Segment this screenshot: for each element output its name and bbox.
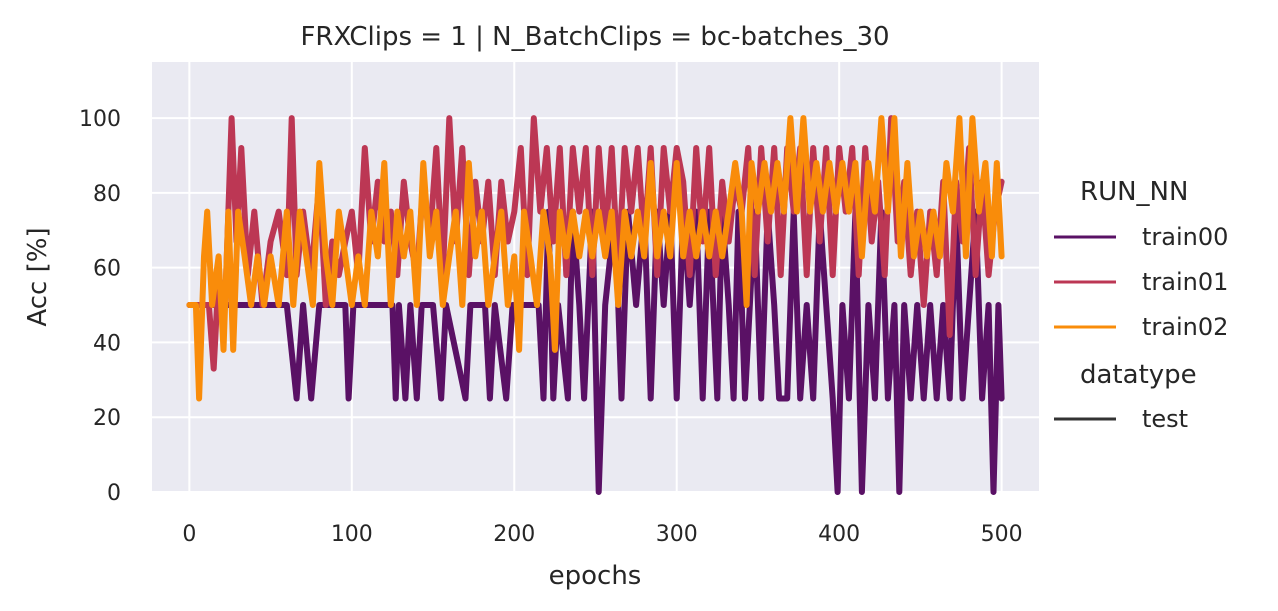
series-line-train02 [186,115,1005,402]
y-tick-label: 80 [93,182,121,207]
y-tick-label: 20 [93,406,121,431]
chart-title: FRXClips = 1 | N_BatchClips = bc-batches… [300,22,889,52]
legend-hue-title: RUN_NN [1080,177,1188,207]
x-tick-label: 200 [493,522,535,547]
x-tick-label: 500 [981,522,1023,547]
y-tick-label: 60 [93,257,121,282]
series-layer [186,115,1005,495]
y-tick-labels: 0 20 40 60 80 100 [79,107,121,506]
x-tick-label: 100 [331,522,373,547]
x-axis-label: epochs [549,561,642,591]
legend-style-title: datatype [1080,360,1197,390]
legend: RUN_NN train00 train01 train02 datatype te… [1054,177,1228,433]
y-tick-label: 0 [107,481,121,506]
y-axis-label: Acc [%] [23,227,53,326]
x-tick-label: 0 [182,522,196,547]
x-tick-label: 300 [656,522,698,547]
legend-label-train00: train00 [1142,223,1228,251]
legend-label-train01: train01 [1142,268,1228,296]
x-tick-label: 400 [818,522,860,547]
legend-hue-entries: train00 train01 train02 [1054,223,1228,341]
x-tick-labels: 0 100 200 300 400 500 [182,522,1022,547]
legend-label-train02: train02 [1142,313,1228,341]
y-tick-label: 40 [93,331,121,356]
legend-style-label: test [1142,405,1188,433]
series-line-train00 [186,208,1005,495]
y-tick-label: 100 [79,107,121,132]
